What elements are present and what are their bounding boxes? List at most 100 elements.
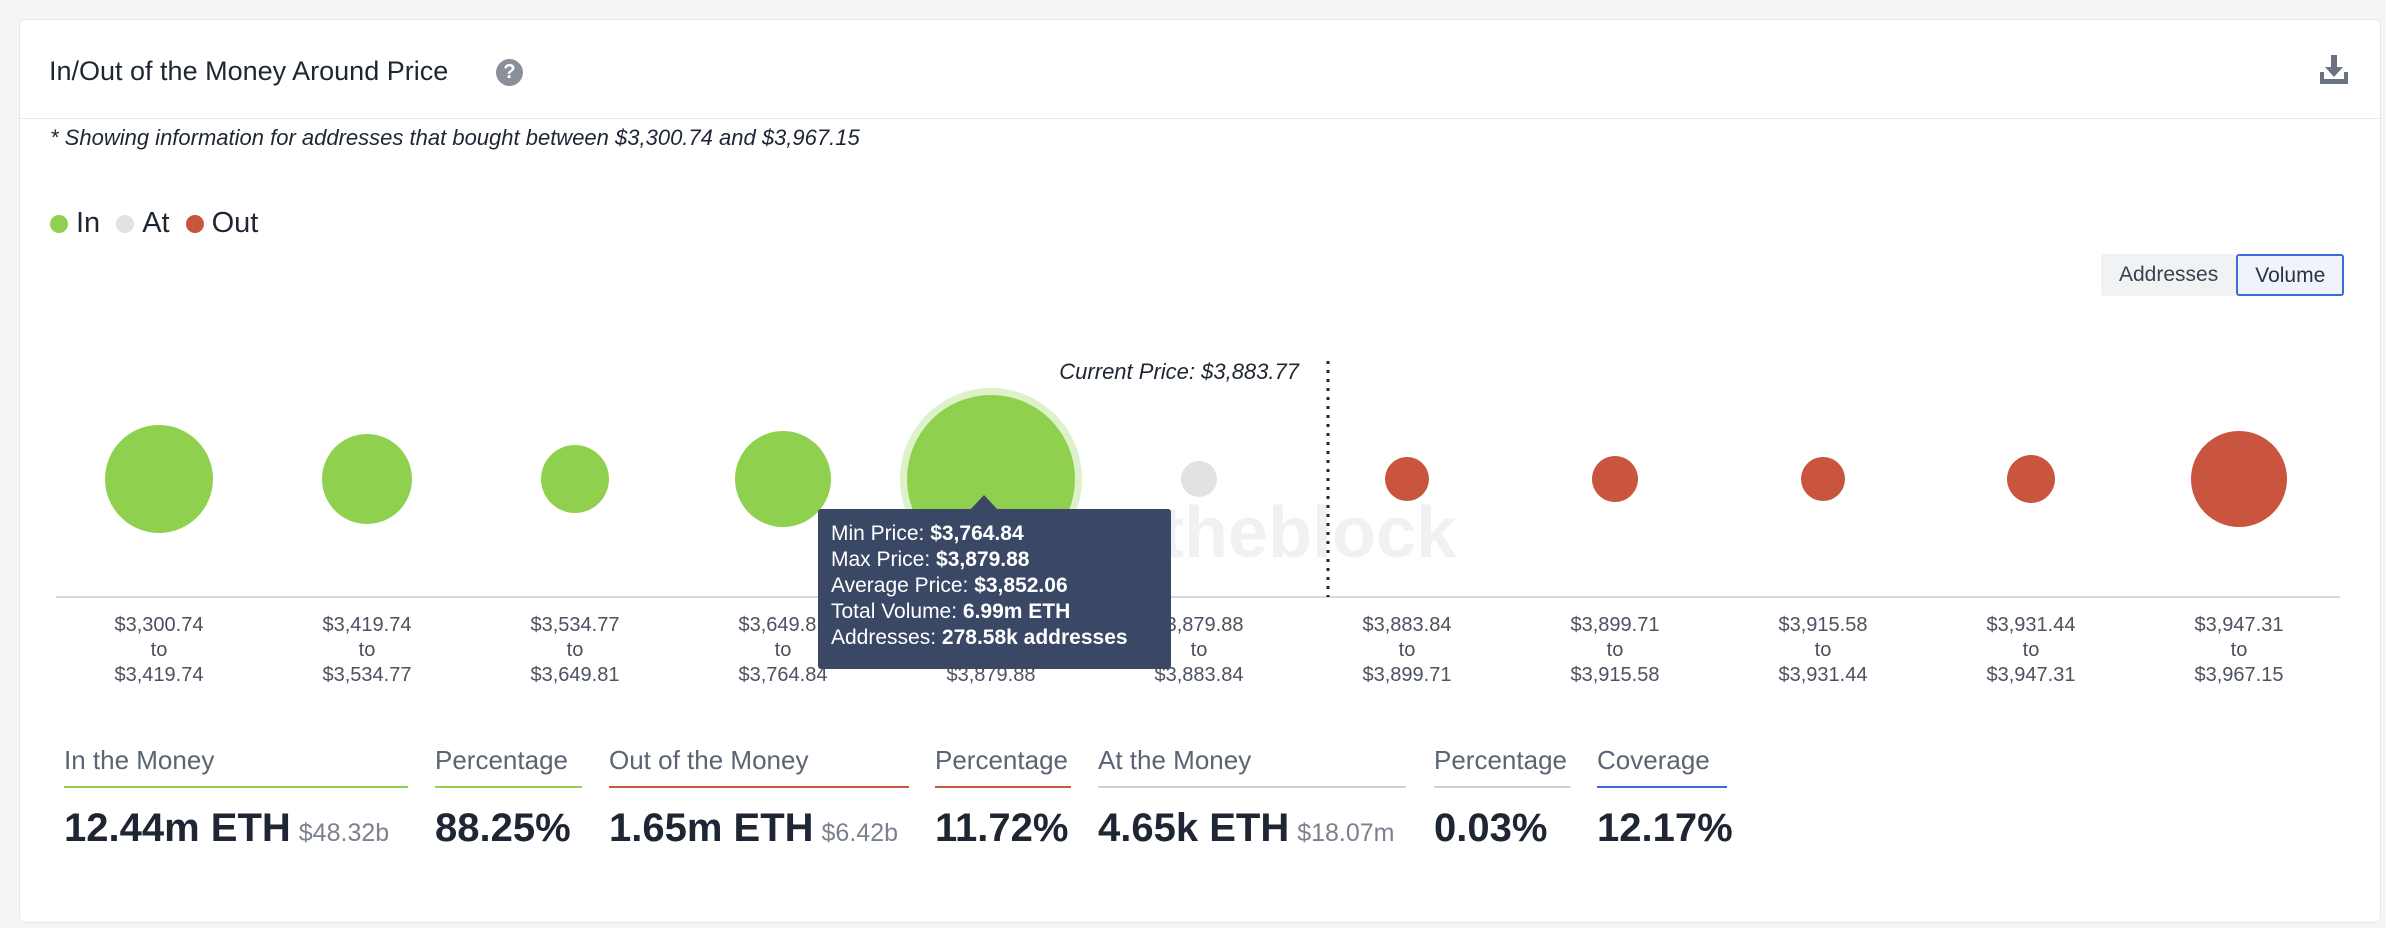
legend-label-in: In [76, 207, 101, 239]
legend-item-in[interactable]: In [50, 207, 100, 240]
addresses-toggle-button[interactable]: Addresses [2101, 254, 2237, 296]
stat-at-percentage: Percentage 0.03% [1434, 745, 1571, 851]
stat-in-percentage: Percentage 88.25% [435, 745, 582, 851]
tooltip-addresses: Addresses: 278.58k addresses [831, 626, 1128, 649]
tick-label-from: $3,649.81 [739, 614, 828, 636]
summary-stats: In the Money 12.44m ETH $48.32b Percentag… [0, 745, 2386, 865]
tick-label-to: $3,967.15 [2195, 664, 2284, 686]
tick-label-from: $3,915.58 [1779, 614, 1868, 636]
stat-head: Percentage [1434, 745, 1571, 788]
stat-value: 11.72% [935, 806, 1071, 851]
cluster-tooltip: Min Price: $3,764.84 Max Price: $3,879.8… [818, 509, 1171, 669]
current-price-label: Current Price: $3,883.77 [1059, 359, 1299, 384]
stat-head: Out of the Money [609, 745, 909, 788]
tooltip-total-volume: Total Volume: 6.99m ETH [831, 600, 1071, 623]
tick-label-to: $3,931.44 [1779, 664, 1868, 686]
tick-label-to: $3,534.77 [323, 664, 412, 686]
legend-dot-out [185, 214, 204, 233]
stat-main: 12.44m ETH [64, 806, 291, 850]
download-icon[interactable] [2317, 53, 2351, 87]
tick-label-to: $3,915.58 [1571, 664, 1660, 686]
tick-label-connector: to [2023, 639, 2040, 661]
range-note: * Showing information for addresses that… [50, 125, 860, 150]
volume-toggle-button[interactable]: Volume [2236, 254, 2345, 296]
card-title: In/Out of the Money Around Price [49, 56, 449, 86]
stat-sub: $18.07m [1297, 819, 1395, 847]
tick-label-to: $3,899.71 [1363, 664, 1452, 686]
stat-main: 11.72% [935, 806, 1069, 850]
tick-label-from: $3,534.77 [531, 614, 620, 636]
legend-label-out: Out [211, 207, 259, 239]
metric-toggle: Addresses Volume [2101, 254, 2345, 296]
tick-label-from: $3,931.44 [1987, 614, 2076, 636]
tick-label-from: $3,883.84 [1363, 614, 1452, 636]
tick-label-connector: to [567, 639, 584, 661]
stat-out-percentage: Percentage 11.72% [935, 745, 1071, 851]
stat-value: 12.44m ETH $48.32b [64, 806, 408, 851]
chart-legend: In At Out [50, 207, 274, 240]
tick-label-from: $3,879.88 [1155, 614, 1244, 636]
stat-value: 88.25% [435, 806, 582, 851]
watermark-logo: theblock [1160, 493, 1457, 573]
stat-value: 12.17% [1597, 806, 1733, 851]
stat-sub: $48.32b [298, 819, 390, 847]
tick-label-connector: to [775, 639, 792, 661]
tick-label-from: $3,899.71 [1571, 614, 1660, 636]
tick-label-from: $3,947.31 [2195, 614, 2284, 636]
tick-label-to: $3,883.84 [1155, 664, 1244, 686]
legend-item-out[interactable]: Out [185, 207, 259, 240]
tooltip-arrow [970, 495, 998, 510]
stat-coverage: Coverage 12.17% [1597, 745, 1733, 851]
stat-sub: $6.42b [821, 819, 898, 847]
bubble-in[interactable] [105, 425, 213, 533]
stat-head: Coverage [1597, 745, 1727, 788]
stat-head: Percentage [935, 745, 1071, 788]
tick-label-from: $3,300.74 [115, 614, 204, 636]
stat-main: 1.65m ETH [609, 806, 814, 850]
tick-label-connector: to [151, 639, 168, 661]
question-circle-icon[interactable]: ? [496, 59, 523, 86]
stat-main: 88.25% [435, 806, 571, 850]
legend-item-at[interactable]: At [116, 207, 170, 240]
tick-label-to: $3,879.88 [947, 664, 1036, 686]
tick-label-to: $3,419.74 [115, 664, 204, 686]
bubble-out[interactable] [1385, 457, 1429, 501]
bubble-in[interactable] [735, 431, 831, 527]
tick-label-to: $3,764.84 [739, 664, 828, 686]
stat-main: 0.03% [1434, 806, 1548, 850]
tooltip-min-price: Min Price: $3,764.84 [831, 522, 1024, 545]
tick-label-connector: to [2231, 639, 2248, 661]
bubble-out[interactable] [2007, 455, 2055, 503]
legend-label-at: At [142, 207, 170, 239]
stat-main: 12.17% [1597, 806, 1733, 850]
stat-value: 0.03% [1434, 806, 1571, 851]
stat-out-of-the-money: Out of the Money 1.65m ETH $6.42b [609, 745, 909, 851]
stat-in-the-money: In the Money 12.44m ETH $48.32b [64, 745, 408, 851]
bubble-out[interactable] [2191, 431, 2287, 527]
legend-dot-at [116, 214, 135, 233]
tick-label-to: $3,947.31 [1987, 664, 2076, 686]
bubble-in[interactable] [541, 445, 609, 513]
legend-dot-in [50, 214, 68, 233]
bubble-in[interactable] [322, 434, 412, 524]
tooltip-average-price: Average Price: $3,852.06 [831, 574, 1068, 597]
stat-at-the-money: At the Money 4.65k ETH $18.07m [1098, 745, 1406, 851]
tick-label-connector: to [1191, 639, 1208, 661]
stat-value: 4.65k ETH $18.07m [1098, 806, 1406, 851]
stat-value: 1.65m ETH $6.42b [609, 806, 909, 851]
stat-head: At the Money [1098, 745, 1406, 788]
tick-label-connector: to [1607, 639, 1624, 661]
bubble-at[interactable] [1181, 461, 1217, 497]
stat-head: Percentage [435, 745, 582, 788]
tick-label-connector: to [1815, 639, 1832, 661]
bubble-out[interactable] [1592, 456, 1638, 502]
tick-label-to: $3,649.81 [531, 664, 620, 686]
stat-head: In the Money [64, 745, 408, 788]
card-header: In/Out of the Money Around Price ? [20, 20, 2380, 119]
bubble-out[interactable] [1801, 457, 1845, 501]
stat-main: 4.65k ETH [1098, 806, 1290, 850]
tick-label-connector: to [359, 639, 376, 661]
tooltip-max-price: Max Price: $3,879.88 [831, 548, 1030, 571]
tick-label-connector: to [1399, 639, 1416, 661]
tick-label-from: $3,419.74 [323, 614, 412, 636]
